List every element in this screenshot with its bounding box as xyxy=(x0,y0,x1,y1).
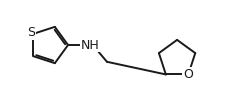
Text: O: O xyxy=(183,68,193,81)
Text: NH: NH xyxy=(81,39,99,52)
Text: S: S xyxy=(27,26,35,39)
